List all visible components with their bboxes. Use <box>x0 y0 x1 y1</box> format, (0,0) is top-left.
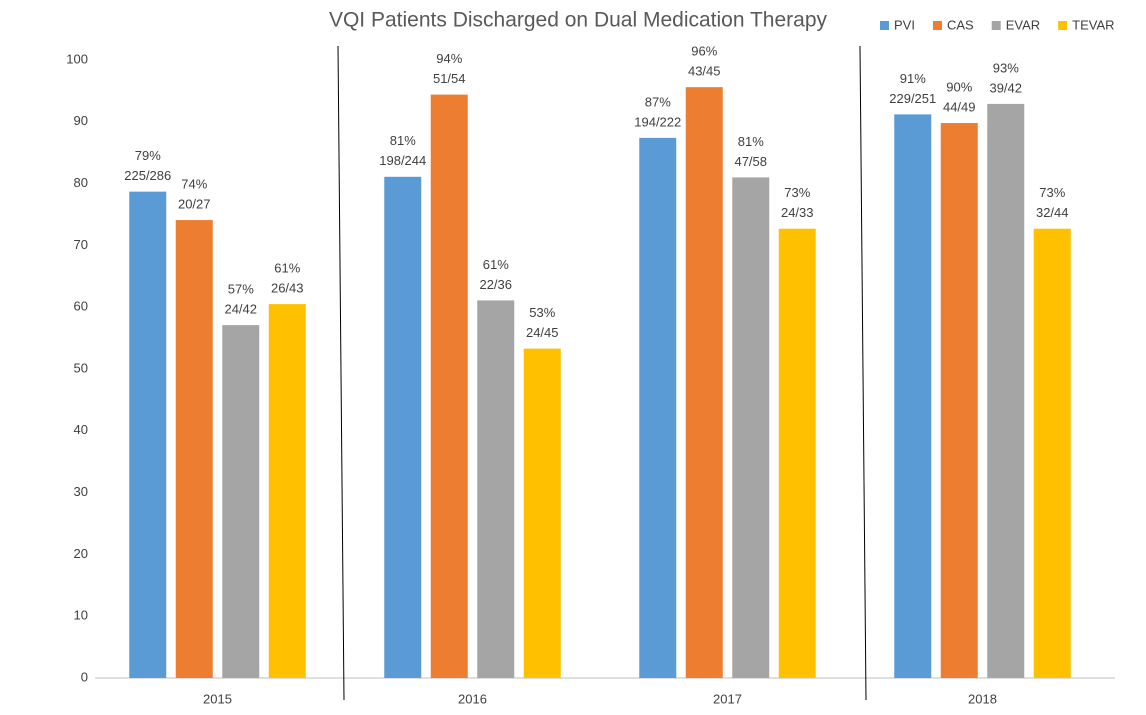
count-label: 43/45 <box>688 64 721 79</box>
bar <box>430 94 468 678</box>
x-tick-label: 2018 <box>968 691 997 706</box>
value-label: 87% <box>645 94 671 109</box>
bar <box>477 300 515 678</box>
bar <box>894 114 932 678</box>
bar <box>523 348 561 678</box>
count-label: 24/45 <box>526 325 559 340</box>
legend-label: EVAR <box>1006 17 1040 32</box>
value-label: 91% <box>900 71 926 86</box>
y-tick-label: 10 <box>74 608 88 623</box>
y-tick-label: 0 <box>81 669 88 684</box>
count-label: 22/36 <box>479 277 512 292</box>
bar <box>222 325 260 678</box>
y-tick-label: 70 <box>74 237 88 252</box>
y-tick-label: 40 <box>74 422 88 437</box>
value-label: 74% <box>181 176 207 191</box>
bar <box>639 137 677 679</box>
chart-title: VQI Patients Discharged on Dual Medicati… <box>329 9 828 32</box>
count-label: 194/222 <box>634 114 681 129</box>
value-label: 57% <box>228 282 254 297</box>
y-tick-label: 60 <box>74 299 88 314</box>
bar <box>268 304 306 678</box>
value-label: 61% <box>274 261 300 276</box>
count-label: 26/43 <box>271 281 304 296</box>
count-label: 229/251 <box>889 91 936 106</box>
value-label: 73% <box>784 185 810 200</box>
bar <box>940 123 978 678</box>
x-tick-label: 2016 <box>458 691 487 706</box>
value-label: 93% <box>993 60 1019 75</box>
value-label: 81% <box>390 133 416 148</box>
count-label: 20/27 <box>178 196 211 211</box>
legend-swatch <box>880 21 889 30</box>
y-tick-label: 50 <box>74 360 88 375</box>
legend-label: PVI <box>894 17 915 32</box>
y-tick-label: 20 <box>74 546 88 561</box>
bar <box>384 176 422 678</box>
count-label: 32/44 <box>1036 205 1069 220</box>
x-tick-label: 2015 <box>203 691 232 706</box>
legend-label: TEVAR <box>1072 17 1114 32</box>
value-label: 61% <box>483 257 509 272</box>
count-label: 198/244 <box>379 153 426 168</box>
y-tick-label: 100 <box>66 51 88 66</box>
count-label: 44/49 <box>943 99 976 114</box>
y-tick-label: 80 <box>74 175 88 190</box>
value-label: 96% <box>691 44 717 59</box>
bar <box>1033 228 1071 679</box>
bar <box>778 228 816 679</box>
x-tick-label: 2017 <box>713 691 742 706</box>
value-label: 73% <box>1039 185 1065 200</box>
y-tick-label: 30 <box>74 484 88 499</box>
y-tick-label: 90 <box>74 113 88 128</box>
value-label: 79% <box>135 148 161 163</box>
divider <box>337 45 345 701</box>
bar <box>987 103 1025 679</box>
legend-swatch <box>932 21 942 30</box>
value-label: 81% <box>738 134 764 149</box>
legend-swatch <box>991 21 1001 30</box>
bar <box>732 177 770 679</box>
count-label: 39/42 <box>989 80 1022 95</box>
legend-swatch <box>1058 21 1068 30</box>
count-label: 51/54 <box>433 71 466 86</box>
divider <box>859 45 867 701</box>
bar <box>685 87 723 678</box>
count-label: 24/33 <box>781 205 814 220</box>
legend-label: CAS <box>947 17 974 32</box>
value-label: 90% <box>946 79 972 94</box>
bar <box>175 220 213 678</box>
count-label: 47/58 <box>734 154 767 169</box>
value-label: 53% <box>529 305 555 320</box>
count-label: 225/286 <box>124 168 171 183</box>
bar <box>129 191 167 678</box>
count-label: 24/42 <box>224 302 257 317</box>
value-label: 94% <box>436 51 462 66</box>
